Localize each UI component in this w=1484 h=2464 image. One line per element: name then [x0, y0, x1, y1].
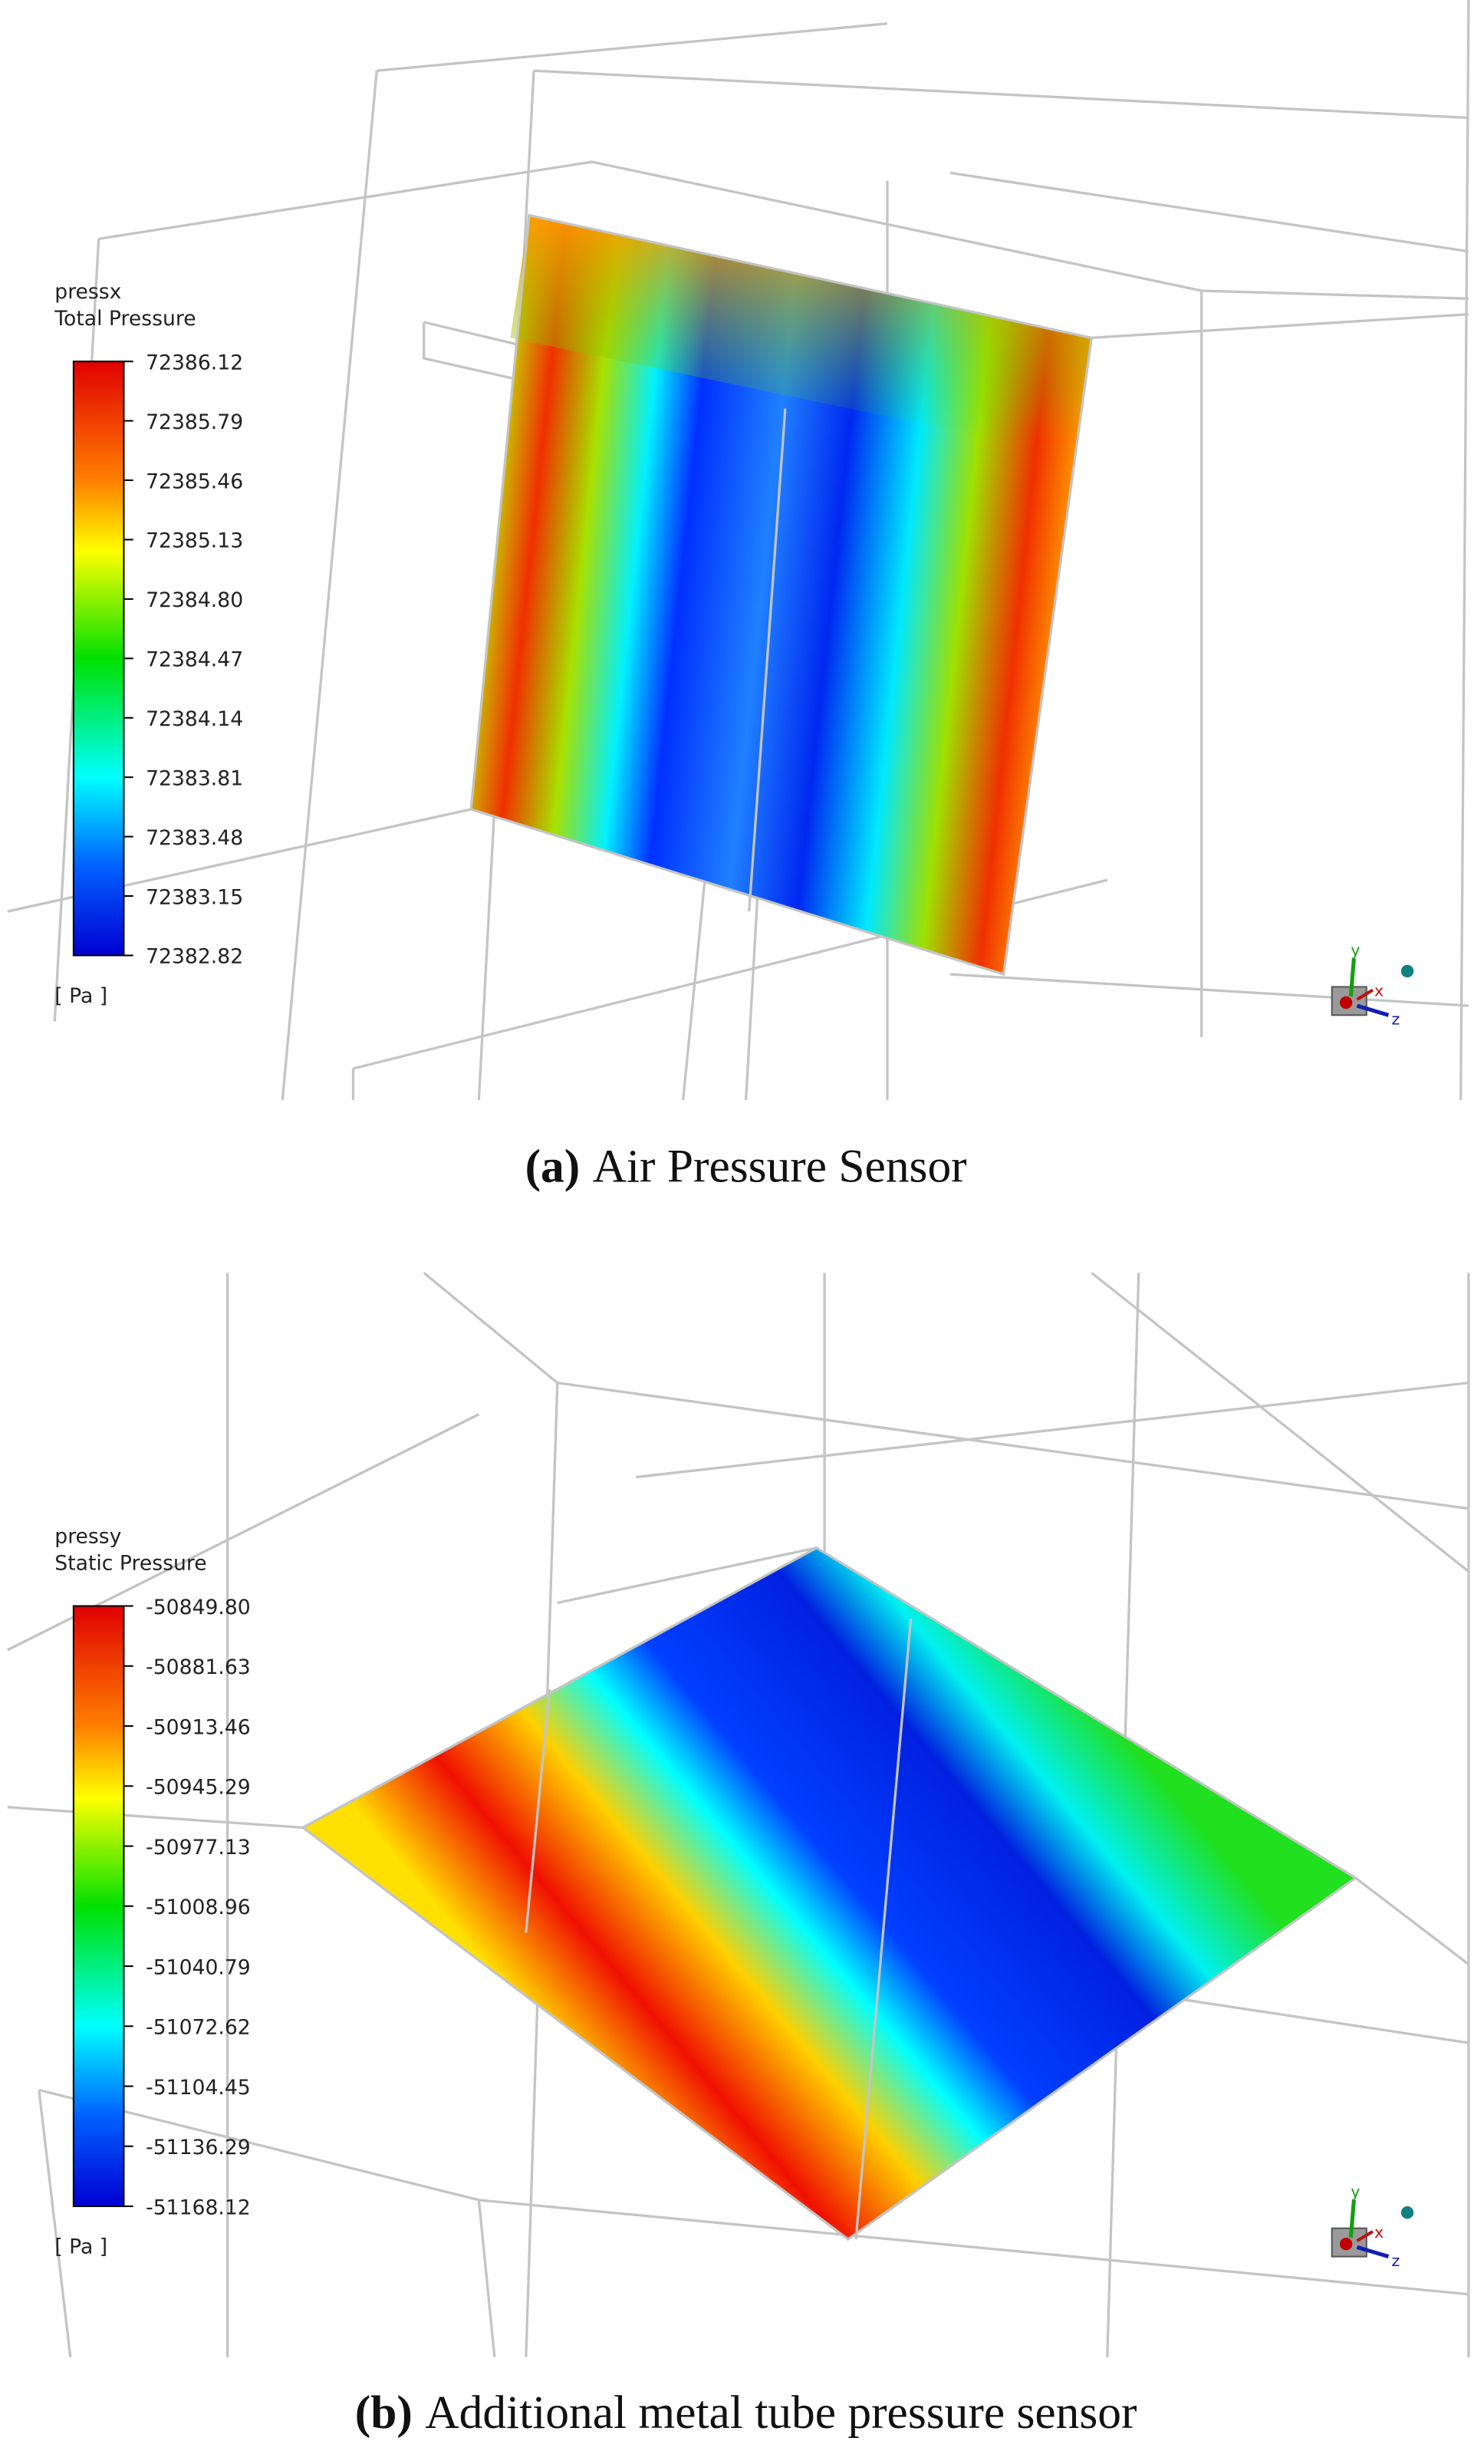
- legend-quantity: Static Pressure: [54, 1551, 206, 1575]
- triad-label: x: [1374, 982, 1384, 1000]
- caption-label: (b): [355, 2387, 413, 2439]
- wireframe: [469, 213, 1094, 977]
- pressure-contour: [302, 1547, 1356, 2240]
- pressure-contour-shade: [510, 215, 1092, 456]
- caption-text: Air Pressure Sensor: [593, 1140, 967, 1192]
- caption: (a) Air Pressure Sensor: [525, 1140, 967, 1192]
- legend-unit: [ Pa ]: [54, 2235, 107, 2259]
- colorbar-label: 72383.81: [146, 766, 243, 790]
- colorbar-label: 72384.80: [146, 588, 243, 612]
- triad-label: y: [1351, 2182, 1360, 2201]
- triad-y: [1348, 958, 1356, 996]
- colorbar: [72, 361, 125, 957]
- triad-y: [1348, 2199, 1356, 2238]
- colorbar-label: -51072.62: [146, 2016, 251, 2040]
- triad-origin: [1339, 2238, 1353, 2251]
- colorbar-label: -50881.63: [146, 1655, 251, 1679]
- colorbar: [72, 1605, 125, 2208]
- colorbar-label: 72382.82: [146, 945, 243, 969]
- colorbar-label: 72384.47: [146, 648, 243, 672]
- triad-x: [1356, 988, 1374, 1001]
- colorbar-label: -50945.29: [146, 1776, 251, 1800]
- triad-z: [1356, 2245, 1390, 2259]
- colorbar-label: -51168.12: [146, 2196, 251, 2219]
- legends: pressx Total Pressure 72386.12 72385.79 7238…: [54, 280, 1414, 2439]
- colorbar-label: 72383.48: [146, 826, 243, 850]
- triad-origin: [1339, 996, 1353, 1010]
- legend-quantity: Total Pressure: [54, 307, 196, 331]
- colorbar-label: -51008.96: [146, 1896, 251, 1919]
- colorbar-label: 72385.79: [146, 410, 243, 434]
- legend-variable: pressx: [54, 280, 121, 304]
- wireframe: [7, 1271, 1470, 2357]
- caption: (b) Additional metal tube pressure sensor: [355, 2387, 1137, 2439]
- colorbar-label: -50913.46: [146, 1715, 251, 1739]
- triad-sphere: [1400, 964, 1414, 978]
- colorbar-label: 72385.46: [146, 469, 243, 493]
- triad-label: z: [1392, 2252, 1400, 2270]
- legend-variable: pressy: [54, 1525, 121, 1549]
- triad-label: z: [1392, 1010, 1400, 1029]
- colorbar-label: 72385.13: [146, 529, 243, 553]
- colorbar-label: -51040.79: [146, 1955, 251, 1979]
- triad-sphere: [1400, 2206, 1414, 2219]
- colorbar-label: -51136.29: [146, 2136, 251, 2159]
- colorbar-label: 72383.15: [146, 885, 243, 909]
- triad-label: y: [1351, 940, 1360, 959]
- wireframe: [300, 1546, 1358, 2242]
- colorbar-label: 72384.14: [146, 707, 243, 731]
- caption-text: Additional metal tube pressure sensor: [425, 2387, 1137, 2439]
- triad-label: x: [1374, 2223, 1384, 2242]
- triad-z: [1356, 1003, 1390, 1017]
- colorbar-label: -50849.80: [146, 1596, 251, 1619]
- caption-label: (a): [525, 1140, 581, 1192]
- colorbar-label: 72386.12: [146, 351, 243, 374]
- colorbar-label: -50977.13: [146, 1836, 251, 1860]
- triad-x: [1356, 2230, 1374, 2242]
- legend-unit: [ Pa ]: [54, 984, 107, 1008]
- colorbar-label: -51104.45: [146, 2076, 251, 2100]
